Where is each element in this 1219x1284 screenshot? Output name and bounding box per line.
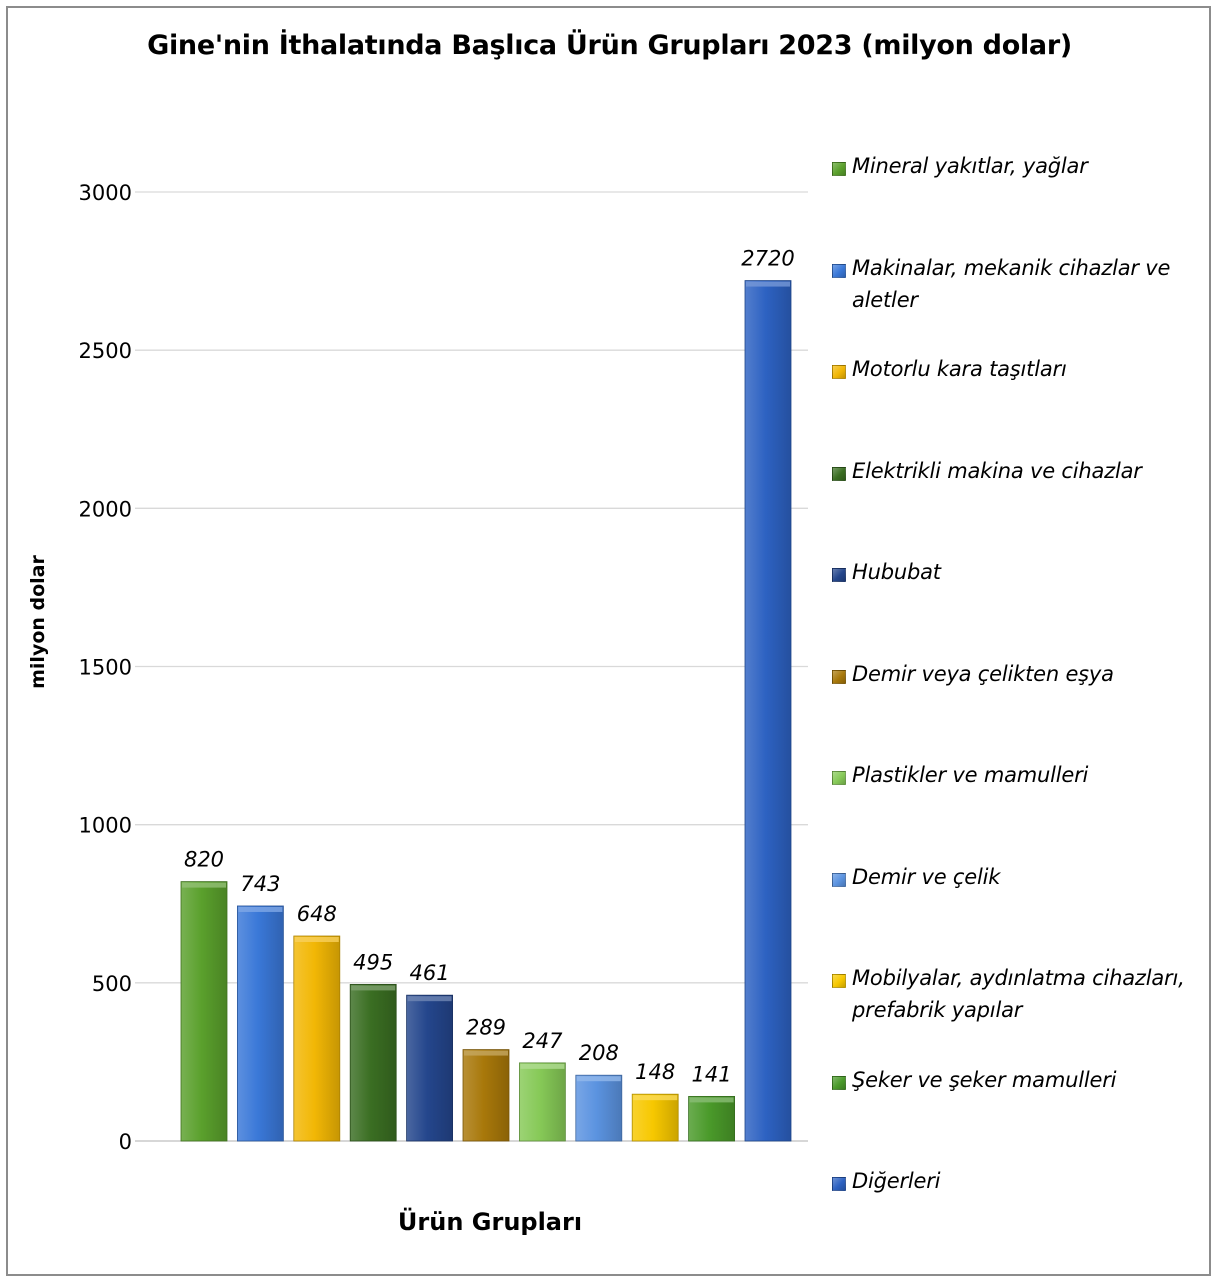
legend-item: Elektrikli makina ve cihazlar [832, 459, 1204, 487]
legend-label: Şeker ve şeker mamulleri [852, 1067, 1117, 1092]
legend-swatch [832, 669, 846, 684]
data-label: 141 [692, 1062, 732, 1086]
chart-title: Gine'nin İthalatında Başlıca Ürün Grupla… [147, 30, 1072, 61]
legend-swatch [832, 365, 846, 379]
legend-item: Motorlu kara taşıtları [832, 357, 1204, 385]
legend-item: Demir veya çelikten eşya [832, 662, 1204, 690]
bar [688, 1095, 735, 1142]
legend-swatch [832, 568, 846, 582]
bar [349, 984, 397, 1142]
data-label: 820 [184, 848, 224, 872]
data-labels: 820 743 648 495 461 289 247 208 148 141 2720 [184, 247, 795, 1087]
legend-item: Hububat [832, 560, 1204, 588]
legend-swatch [832, 1177, 846, 1191]
legend-label: Makinalar, mekanik cihazlar ve aletler [852, 255, 1171, 312]
data-label: 247 [522, 1029, 563, 1053]
bar [519, 1062, 566, 1142]
bar-bevel [182, 882, 226, 888]
legend-swatch [832, 771, 846, 785]
data-label: 461 [410, 961, 450, 985]
y-tick-label: 500 [92, 972, 132, 996]
bar [293, 935, 341, 1142]
legend-swatch [832, 1075, 846, 1090]
y-tick-label: 2500 [79, 339, 132, 363]
y-tick-label: 2000 [79, 497, 132, 521]
bar-bevel [746, 281, 790, 287]
y-tick-label: 0 [119, 1130, 132, 1154]
data-label: 743 [240, 872, 280, 896]
data-label: 148 [635, 1060, 675, 1084]
data-label: 208 [579, 1041, 619, 1065]
legend-label: Hububat [852, 560, 941, 584]
y-tick-labels: 0 500 1000 1500 2000 2500 3000 [79, 181, 132, 1154]
legend-label: Mineral yakıtlar, yağlar [852, 154, 1088, 178]
bar-bevel [407, 996, 452, 1002]
data-label: 2720 [741, 247, 794, 271]
bar-bevel [294, 937, 339, 943]
legend-swatch [832, 974, 846, 988]
bar [462, 1049, 510, 1142]
bar [744, 280, 792, 1142]
legend-swatch [832, 162, 846, 176]
data-label: 289 [466, 1016, 506, 1040]
bar [236, 905, 284, 1142]
legend-label: Motorlu kara taşıtları [852, 357, 1067, 381]
data-label: 648 [297, 902, 337, 926]
bar-bevel [464, 1050, 508, 1056]
legend-item: Mobilyalar, aydınlatma cihazları, prefab… [832, 966, 1204, 1026]
y-tick-label: 1500 [79, 656, 132, 680]
x-axis-label: Ürün Grupları [397, 1208, 583, 1236]
bar-bevel [576, 1076, 621, 1082]
y-tick-label: 3000 [79, 181, 132, 205]
bar-bevel [520, 1063, 565, 1069]
legend-item: Diğerleri [832, 1169, 1204, 1197]
bar-bevel [238, 906, 283, 912]
legend-swatch [832, 466, 846, 481]
legend-label: Elektrikli makina ve cihazlar [852, 458, 1142, 483]
bar-bevel [351, 985, 396, 991]
legend-item: Plastikler ve mamulleri [832, 763, 1204, 791]
legend-label: Diğerleri [852, 1169, 941, 1193]
bar [180, 881, 228, 1142]
legend-item: Makinalar, mekanik cihazlar ve aletler [832, 256, 1204, 316]
bar-bevel [633, 1095, 678, 1101]
legend-label: Mobilyalar, aydınlatma cihazları, prefab… [852, 966, 1185, 1022]
legend-label: Plastikler ve mamulleri [852, 763, 1089, 787]
gridlines [135, 191, 808, 1142]
legend-label: Demir ve çelik [852, 864, 1001, 889]
legend-swatch [832, 872, 846, 887]
legend-item: Şeker ve şeker mamulleri [832, 1068, 1204, 1096]
data-label: 495 [353, 950, 393, 974]
legend-item: Mineral yakıtlar, yağlar [832, 154, 1204, 182]
bar [631, 1093, 679, 1142]
bar [575, 1074, 623, 1142]
bar [406, 994, 454, 1142]
legend-swatch [832, 263, 846, 278]
y-tick-label: 1000 [79, 814, 132, 838]
legend-label: Demir veya çelikten eşya [852, 661, 1114, 686]
legend-item: Demir ve çelik [832, 865, 1204, 893]
bar-bevel [689, 1097, 734, 1103]
bars [180, 280, 792, 1142]
